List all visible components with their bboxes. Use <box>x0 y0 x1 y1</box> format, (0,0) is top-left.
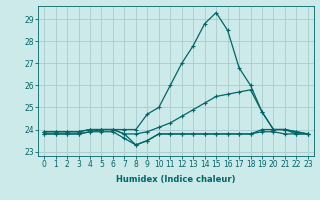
X-axis label: Humidex (Indice chaleur): Humidex (Indice chaleur) <box>116 175 236 184</box>
